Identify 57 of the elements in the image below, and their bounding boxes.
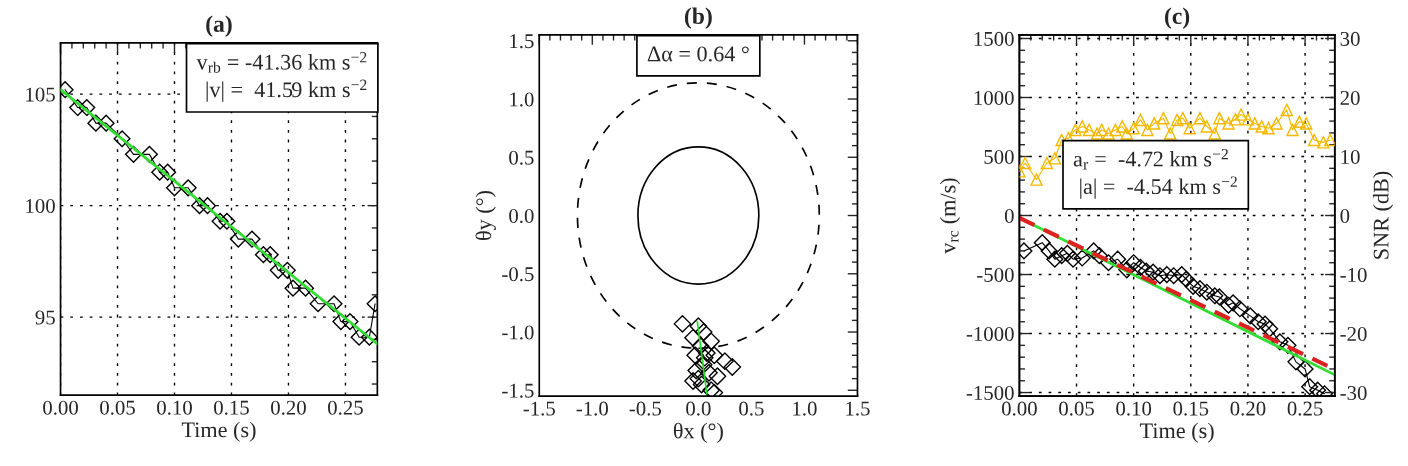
x-tick-label: 0.15 [1173, 401, 1209, 416]
y2-tick-label: -30 [1340, 385, 1367, 400]
y-tick-label: 0 [1004, 208, 1014, 223]
y-tick-label: 1500 [974, 31, 1014, 46]
y-tick-label: 1.5 [510, 34, 534, 49]
x-tick-label: 0.10 [1116, 401, 1152, 416]
y-tick-label: 100 [26, 199, 55, 214]
y-tick-label: -1000 [966, 326, 1014, 341]
y-tick-label: 1.0 [510, 92, 534, 107]
x-tick-label: 1.5 [846, 401, 870, 416]
x-tick-label: 1.0 [793, 401, 817, 416]
y2-tick-label: 0 [1340, 208, 1350, 223]
x-tick-label: 0.25 [328, 400, 363, 415]
annotation: |v| = 41.59 km s$^{−2}$ [206, 79, 367, 102]
y-tick-label: 0.0 [509, 208, 534, 224]
y-tick-label: 105 [26, 87, 55, 102]
x-tick-label: 0.05 [100, 400, 135, 415]
x-axis-title: Time (s) [181, 421, 256, 442]
x-tick-label: 0.00 [1001, 401, 1037, 416]
y-tick-label: -1500 [966, 385, 1014, 400]
x-tick-label: 0.25 [1287, 401, 1323, 416]
x-tick-label: -0.5 [629, 401, 662, 416]
y-tick-label: -1.0 [502, 325, 534, 340]
x-tick-label: 0.20 [1230, 401, 1266, 416]
x-tick-label: 0.15 [214, 400, 249, 415]
annotation: a$_{r}$ = -4.72 km s$^{−2}$ [1073, 148, 1228, 170]
y2-axis-title: SNR (dB) [1372, 171, 1394, 259]
x-tick-label: 0.10 [157, 400, 192, 415]
chart-title: (c) [1165, 7, 1190, 29]
annotation: v$_{rb}$ = -41.36 km s$^{−2}$ [196, 52, 367, 73]
y-axis-title: v$_{rc}$ (m/s) [939, 178, 961, 254]
x-tick-label: 0.0 [686, 401, 711, 416]
y-tick-label: -1.5 [502, 383, 534, 398]
x-tick-label: -1.5 [523, 401, 555, 416]
annotation: Δα = 0.64 ° [647, 46, 749, 62]
chart-title: (b) [684, 7, 712, 29]
y-tick-label: -0.5 [502, 267, 534, 282]
y2-tick-label: -10 [1340, 267, 1367, 282]
y-axis-title: θy (°) [475, 191, 496, 240]
y2-tick-label: 10 [1341, 149, 1360, 164]
y2-tick-label: -20 [1340, 326, 1367, 341]
y2-tick-label: 30 [1340, 31, 1360, 46]
x-axis-title: θx (°) [673, 422, 723, 443]
y2-tick-label: 20 [1340, 90, 1360, 105]
y-tick-label: 500 [984, 149, 1014, 164]
x-tick-label: -1.0 [576, 401, 608, 416]
x-tick-label: 0.20 [271, 400, 306, 415]
x-tick-label: 0.00 [43, 400, 78, 415]
x-tick-label: 0.05 [1059, 401, 1094, 416]
chart-title: (a) [206, 15, 232, 37]
y-tick-label: 0.5 [509, 150, 534, 165]
x-tick-label: 0.5 [739, 401, 764, 416]
y-tick-label: 1000 [974, 90, 1014, 105]
y-tick-label: -500 [977, 267, 1014, 282]
annotation: |a| = -4.54 km s$^{−2}$ [1080, 176, 1237, 199]
x-axis-title: Time (s) [1139, 422, 1214, 443]
y-tick-label: 95 [35, 310, 55, 325]
